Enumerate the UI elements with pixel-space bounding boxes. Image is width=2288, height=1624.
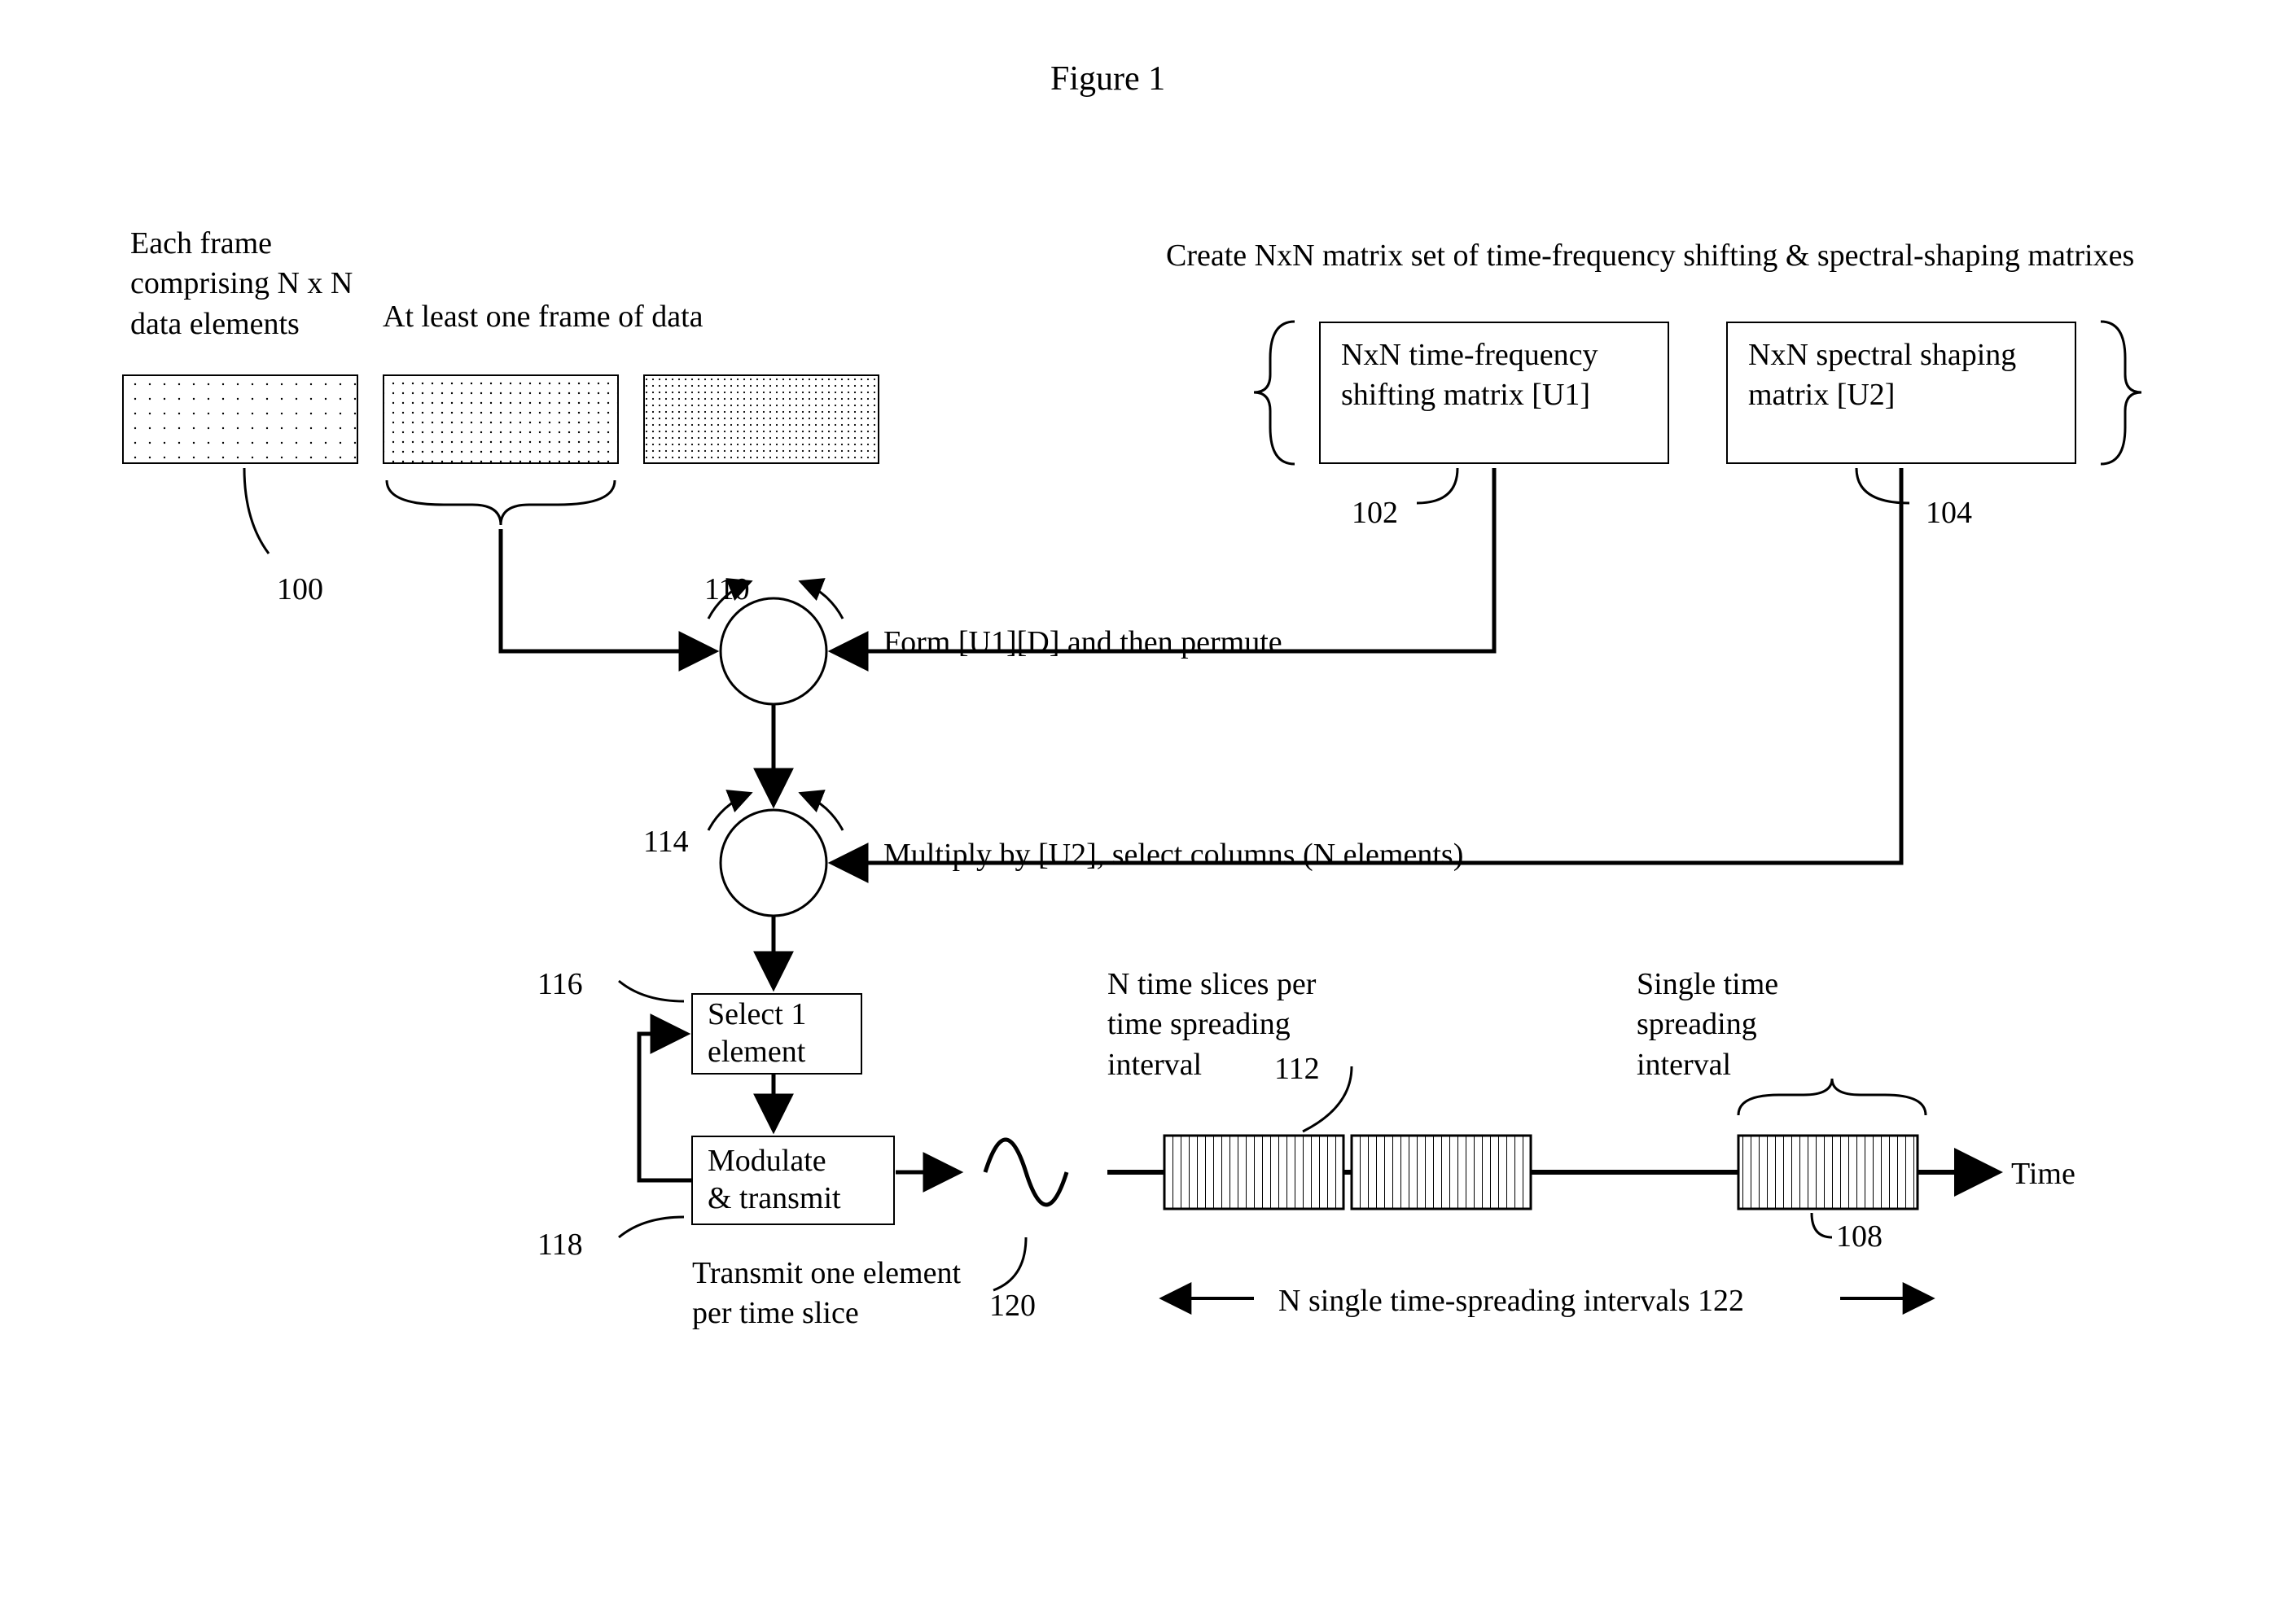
diagram-svg bbox=[0, 0, 2288, 1624]
